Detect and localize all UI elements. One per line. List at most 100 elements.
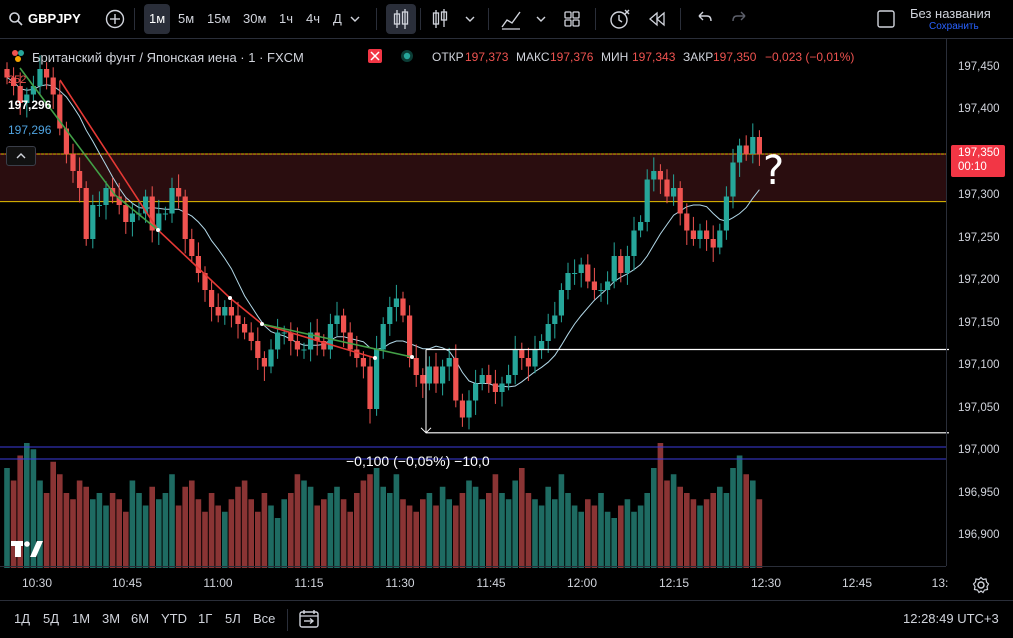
candles-chart-type-icon[interactable] xyxy=(386,4,416,34)
top-toolbar: GBPJPY 1м 5м 15м 30м 1ч 4ч Д xyxy=(0,0,1013,39)
clock-timezone[interactable]: 12:28:49 UTC+3 xyxy=(903,611,999,626)
range-1m[interactable]: 1М xyxy=(72,611,91,626)
undo-icon[interactable] xyxy=(694,0,714,38)
indicators-icon[interactable] xyxy=(500,0,522,38)
chart-canvas[interactable] xyxy=(0,38,1013,600)
time-axis[interactable] xyxy=(0,566,946,601)
volume-bar xyxy=(585,499,591,568)
candle-body xyxy=(657,171,663,180)
ohlc-change-value: −0,023 (−0,01%) xyxy=(765,50,855,64)
candle-body xyxy=(70,154,76,171)
volume-bar xyxy=(169,474,175,568)
interval-dropdown-icon[interactable] xyxy=(348,0,362,38)
candle-body xyxy=(321,341,327,350)
calendar-goto-icon[interactable] xyxy=(298,609,320,632)
pane-drag-icon[interactable] xyxy=(10,49,26,66)
candle-body xyxy=(671,188,677,197)
bar-style-icon[interactable] xyxy=(430,0,450,38)
candle-body xyxy=(103,188,109,205)
range-3m[interactable]: 3М xyxy=(102,611,121,626)
interval-4h[interactable]: 4ч xyxy=(306,11,321,26)
candle-body xyxy=(473,383,479,401)
layouts-grid-icon[interactable] xyxy=(563,0,581,38)
time-tick: 13: xyxy=(931,576,949,590)
trend-line-green xyxy=(261,323,413,358)
volume-bar xyxy=(453,505,459,568)
interval-1m[interactable]: 1м xyxy=(144,4,171,34)
replay-icon[interactable] xyxy=(647,0,667,38)
candle-body xyxy=(697,230,703,239)
candle-body xyxy=(156,213,162,231)
symbol-search-icon[interactable] xyxy=(8,0,24,38)
volume-bar xyxy=(433,505,439,568)
volume-bar xyxy=(182,486,188,568)
time-tick: 11:15 xyxy=(294,576,324,590)
volume-bar xyxy=(406,505,413,568)
save-link[interactable]: Сохранить xyxy=(929,21,979,32)
candle-body xyxy=(730,162,736,197)
redo-icon[interactable] xyxy=(730,0,750,38)
symbol-name[interactable]: GBPJPY xyxy=(28,11,81,26)
bottom-bar: 1Д 5Д 1М 3М 6М YTD 1Г 5Л Все 12:28:49 UT… xyxy=(0,600,1013,638)
range-1y[interactable]: 1Г xyxy=(198,611,213,626)
volume-bar xyxy=(57,474,63,568)
alert-clock-icon[interactable] xyxy=(607,0,631,38)
price-axis[interactable] xyxy=(946,38,1013,566)
volume-bar xyxy=(334,486,340,568)
candle-body xyxy=(499,383,505,392)
volume-bar xyxy=(208,493,215,568)
volume-bar xyxy=(618,505,624,568)
range-6m[interactable]: 6М xyxy=(131,611,150,626)
range-1d[interactable]: 1Д xyxy=(14,611,31,626)
trend-anchor-point xyxy=(228,296,232,300)
layout-name[interactable]: Без названия xyxy=(910,6,991,21)
measure-tool-label[interactable]: −0,100 (−0,05%) −10,0 xyxy=(346,453,490,469)
candle-body xyxy=(598,290,604,291)
settings-gear-icon[interactable] xyxy=(972,576,990,597)
candle-body xyxy=(644,179,650,222)
candle-body xyxy=(96,205,102,206)
range-5d[interactable]: 5Д xyxy=(43,611,60,626)
volume-bar xyxy=(255,511,261,568)
volume-bar xyxy=(116,499,122,568)
interval-30m[interactable]: 30м xyxy=(243,11,267,26)
volume-bar xyxy=(129,480,136,568)
volume-bar xyxy=(604,511,611,568)
candle-body xyxy=(288,332,294,341)
compare-add-icon[interactable] xyxy=(104,0,126,38)
candle-body xyxy=(341,315,347,333)
indicators-dropdown-icon[interactable] xyxy=(534,0,548,38)
volume-bar xyxy=(354,493,360,568)
interval-5m[interactable]: 5м xyxy=(178,11,195,26)
candle-body xyxy=(459,400,465,418)
volume-bar xyxy=(327,493,334,568)
volume-bar xyxy=(486,493,492,568)
tradingview-logo[interactable] xyxy=(11,538,45,561)
candle-body xyxy=(347,332,353,350)
collapse-legend-button[interactable] xyxy=(6,146,36,166)
range-ytd[interactable]: YTD xyxy=(161,611,187,626)
candle-body xyxy=(479,375,485,384)
trend-anchor-point xyxy=(156,228,160,232)
candle-body xyxy=(195,256,201,273)
volume-bar xyxy=(202,511,208,568)
interval-day[interactable]: Д xyxy=(333,11,342,26)
volume-bar xyxy=(552,499,558,568)
interval-1h[interactable]: 1ч xyxy=(279,11,294,26)
candle-body xyxy=(756,137,762,154)
volume-bar xyxy=(123,511,129,568)
price-tick: 197,050 xyxy=(958,402,1000,414)
candle-body xyxy=(123,205,129,222)
range-5y[interactable]: 5Л xyxy=(225,611,241,626)
instrument-title[interactable]: Британский фунт / Японская иена · 1 · FX… xyxy=(32,50,304,65)
volume-bar xyxy=(235,486,241,568)
chart-type-dropdown-icon[interactable] xyxy=(463,0,477,38)
range-all[interactable]: Все xyxy=(253,611,276,626)
volume-bar xyxy=(670,474,677,568)
volume-bar xyxy=(710,493,716,568)
candle-body xyxy=(50,77,56,95)
layout-checkbox-icon[interactable] xyxy=(876,0,896,38)
interval-15m[interactable]: 15м xyxy=(207,11,231,26)
volume-bar xyxy=(70,499,76,568)
annotation-question-mark[interactable]: ? xyxy=(763,148,785,194)
